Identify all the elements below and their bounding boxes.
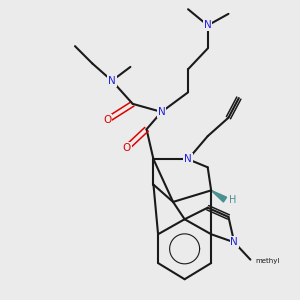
Text: N: N: [204, 20, 212, 30]
Text: N: N: [184, 154, 192, 164]
Text: methyl: methyl: [255, 258, 279, 264]
Polygon shape: [211, 190, 226, 202]
Text: N: N: [158, 107, 165, 117]
Text: N: N: [108, 76, 116, 86]
Text: O: O: [103, 115, 111, 125]
Text: N: N: [230, 237, 238, 247]
Text: H: H: [230, 195, 237, 205]
Text: O: O: [123, 143, 131, 153]
